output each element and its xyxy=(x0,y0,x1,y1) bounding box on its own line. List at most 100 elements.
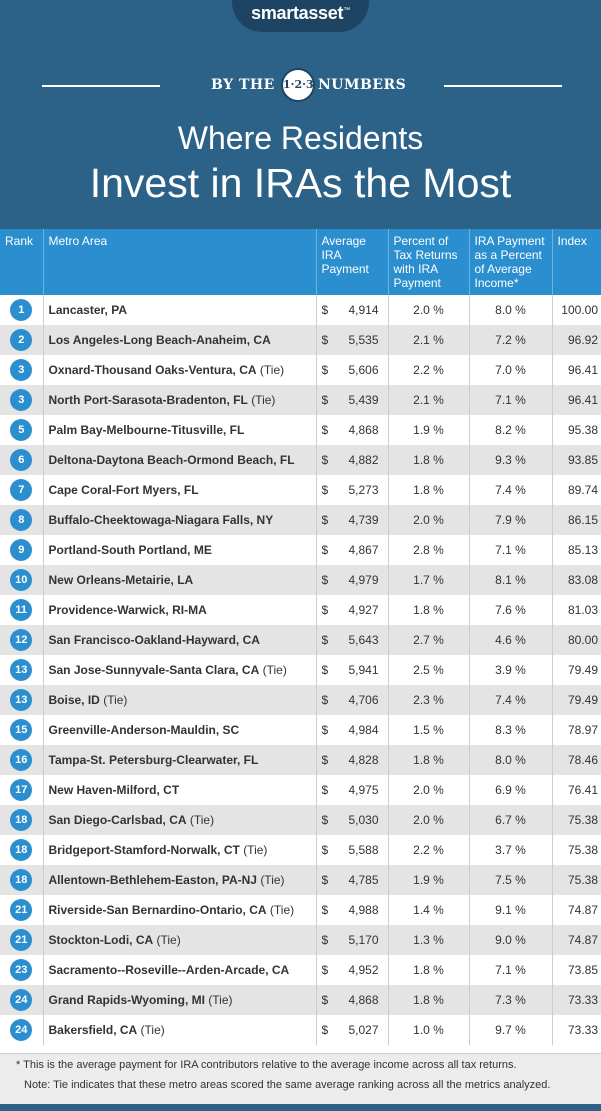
tie-label: (Tie) xyxy=(251,393,276,407)
pct-returns-cell: 2.7 % xyxy=(388,625,470,655)
rank-badge: 21 xyxy=(10,899,33,921)
payment-cell: $4,739 xyxy=(316,505,389,535)
currency-symbol: $ xyxy=(321,933,329,947)
pct-income-cell: 4.6 % xyxy=(469,625,553,655)
currency-symbol: $ xyxy=(321,633,329,647)
payment-cell: $4,927 xyxy=(316,595,389,625)
tie-label: (Tie) xyxy=(262,663,287,677)
payment-cell: $5,606 xyxy=(316,355,389,385)
rank-cell: 3 xyxy=(0,355,44,385)
brand-name: smartasset xyxy=(251,3,344,23)
tie-label: (Tie) xyxy=(269,903,295,917)
table-row: 18 San Diego-Carlsbad, CA (Tie) $5,030 2.0 … xyxy=(0,805,601,835)
rank-cell: 9 xyxy=(0,535,44,565)
footnote-asterisk: * This is the average payment for IRA co… xyxy=(16,1059,517,1071)
pct-income-cell: 7.6 % xyxy=(469,595,553,625)
bottom-bar xyxy=(0,1104,601,1111)
rank-badge: 18 xyxy=(10,809,33,831)
rank-cell: 23 xyxy=(0,955,44,985)
metro-cell: Riverside-San Bernardino-Ontario, CA (Ti… xyxy=(43,895,317,925)
rank-cell: 11 xyxy=(0,595,44,625)
currency-symbol: $ xyxy=(321,423,329,437)
payment-value: 4,914 xyxy=(348,303,379,317)
table-row: 15 Greenville-Anderson-Mauldin, SC $4,984… xyxy=(0,715,601,745)
tie-label: (Tie) xyxy=(243,843,268,857)
metro-cell: Los Angeles-Long Beach-Anaheim, CA xyxy=(43,325,317,355)
index-cell: 74.87 xyxy=(552,925,601,955)
index-cell: 89.74 xyxy=(552,475,601,505)
tie-label: (Tie) xyxy=(260,873,285,887)
pct-income-cell: 3.7 % xyxy=(469,835,553,865)
payment-cell: $4,914 xyxy=(316,295,389,325)
payment-value: 5,027 xyxy=(348,1023,379,1037)
tie-label: (Tie) xyxy=(156,933,181,947)
rank-badge: 18 xyxy=(10,869,33,891)
pct-income-cell: 9.7 % xyxy=(469,1015,553,1045)
rank-cell: 15 xyxy=(0,715,44,745)
index-cell: 76.41 xyxy=(552,775,601,805)
metro-cell: Sacramento--Roseville--Arden-Arcade, CA xyxy=(43,955,317,985)
index-cell: 85.13 xyxy=(552,535,601,565)
table-row: 13 Boise, ID (Tie) $4,706 2.3 % 7.4 % 79.49 xyxy=(0,685,601,715)
index-cell: 80.00 xyxy=(552,625,601,655)
rank-badge: 12 xyxy=(10,629,33,651)
payment-value: 4,984 xyxy=(348,723,379,737)
header-percent-income: IRA Payment as a Percent of Average Inco… xyxy=(469,229,553,295)
metro-name: Deltona-Daytona Beach-Ormond Beach, FL xyxy=(48,453,295,467)
payment-cell: $4,785 xyxy=(316,865,389,895)
rank-cell: 1 xyxy=(0,295,44,325)
rank-cell: 24 xyxy=(0,1015,44,1045)
pct-returns-cell: 2.8 % xyxy=(388,535,470,565)
pct-income-cell: 9.0 % xyxy=(469,925,553,955)
rank-cell: 18 xyxy=(0,805,44,835)
pct-returns-cell: 2.0 % xyxy=(388,805,470,835)
index-cell: 75.38 xyxy=(552,805,601,835)
header-metro-area: Metro Area xyxy=(43,229,317,295)
rank-cell: 13 xyxy=(0,685,44,715)
rank-badge: 18 xyxy=(10,839,33,861)
rank-badge: 17 xyxy=(10,779,33,801)
metro-name: Greenville-Anderson-Mauldin, SC xyxy=(48,723,240,737)
payment-value: 5,535 xyxy=(348,333,379,347)
rank-badge: 13 xyxy=(10,689,33,711)
metro-name: Los Angeles-Long Beach-Anaheim, CA xyxy=(48,333,271,347)
table-row: 5 Palm Bay-Melbourne-Titusville, FL $4,86… xyxy=(0,415,601,445)
pct-returns-cell: 1.0 % xyxy=(388,1015,470,1045)
index-cell: 74.87 xyxy=(552,895,601,925)
currency-symbol: $ xyxy=(321,543,329,557)
currency-symbol: $ xyxy=(321,333,329,347)
currency-symbol: $ xyxy=(321,903,329,917)
payment-cell: $4,868 xyxy=(316,415,389,445)
rank-cell: 8 xyxy=(0,505,44,535)
rank-cell: 7 xyxy=(0,475,44,505)
rank-cell: 5 xyxy=(0,415,44,445)
payment-cell: $5,273 xyxy=(316,475,389,505)
metro-name: Grand Rapids-Wyoming, MI xyxy=(48,993,205,1007)
metro-cell: Allentown-Bethlehem-Easton, PA-NJ (Tie) xyxy=(43,865,317,895)
pct-returns-cell: 1.8 % xyxy=(388,475,470,505)
payment-cell: $4,868 xyxy=(316,985,389,1015)
index-cell: 81.03 xyxy=(552,595,601,625)
payment-cell: $5,030 xyxy=(316,805,389,835)
index-cell: 96.41 xyxy=(552,385,601,415)
metro-cell: Buffalo-Cheektowaga-Niagara Falls, NY xyxy=(43,505,317,535)
pct-returns-cell: 2.0 % xyxy=(388,775,470,805)
table-row: 13 San Jose-Sunnyvale-Santa Clara, CA (Ti… xyxy=(0,655,601,685)
payment-cell: $4,975 xyxy=(316,775,389,805)
currency-symbol: $ xyxy=(321,603,329,617)
currency-symbol: $ xyxy=(321,573,329,587)
index-cell: 83.08 xyxy=(552,565,601,595)
payment-value: 4,979 xyxy=(348,573,379,587)
title-line-1: Where Residents xyxy=(177,120,424,156)
metro-name: New Haven-Milford, CT xyxy=(48,783,180,797)
table-row: 18 Bridgeport-Stamford-Norwalk, CT (Tie) $… xyxy=(0,835,601,865)
pct-returns-cell: 1.9 % xyxy=(388,415,470,445)
payment-value: 4,706 xyxy=(348,693,379,707)
rank-cell: 18 xyxy=(0,835,44,865)
payment-cell: $5,588 xyxy=(316,835,389,865)
metro-name: San Jose-Sunnyvale-Santa Clara, CA xyxy=(48,663,260,677)
metro-name: Lancaster, PA xyxy=(48,303,127,317)
divider-right xyxy=(444,85,562,87)
rank-cell: 18 xyxy=(0,865,44,895)
pct-income-cell: 9.3 % xyxy=(469,445,553,475)
